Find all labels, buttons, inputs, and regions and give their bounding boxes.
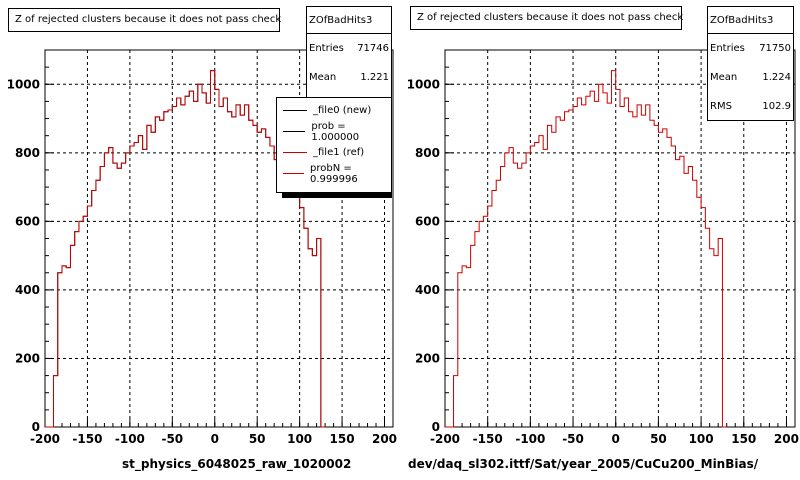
stats-entries-value: 71746 [357, 43, 389, 54]
legend-entry: _file0 (new) [277, 100, 391, 121]
stats-entries-row: Entries 71746 [307, 34, 391, 63]
y-tick-label: 600 [15, 214, 40, 228]
histogram-panel: -200 -150 -100 -50 0 50 100 150 200 0 200 400 600 800… [7, 49, 397, 446]
y-tick-label: 1000 [7, 77, 40, 91]
histogram-title-right: Z of rejected clusters because it does n… [410, 6, 683, 30]
x-tick-label: -150 [473, 432, 503, 446]
stats-rms-value: 102.9 [762, 101, 791, 112]
y-tick-label: 200 [415, 351, 440, 365]
legend-label: probN = 0.999996 [309, 162, 358, 185]
y-tick-label: 0 [432, 420, 440, 434]
stats-mean-label: Mean [309, 72, 337, 83]
x-axis-title-right: dev/daq_sl302.ittf/Sat/year_2005/CuCu200… [408, 457, 759, 471]
y-tick-label: 1000 [407, 77, 440, 91]
x-tick-label: 0 [612, 432, 620, 446]
stats-mean-value: 1.224 [762, 72, 791, 83]
x-axis-title-left: st_physics_6048025_raw_1020002 [122, 457, 352, 471]
stats-entries-value: 71750 [759, 43, 791, 54]
x-tick-label: -200 [30, 432, 60, 446]
legend-entry: _file1 (ref) [277, 142, 391, 163]
stats-box-left: ZOfBadHits3 Entries 71746 Mean 1.221 [306, 6, 392, 99]
x-tick-label: 100 [287, 432, 312, 446]
x-tick-label: 200 [372, 432, 397, 446]
legend-label: _file0 (new) [313, 105, 372, 116]
stats-mean-label: Mean [710, 72, 738, 83]
stats-entries-row: Entries 71750 [708, 34, 793, 63]
stats-entries-label: Entries [309, 43, 344, 54]
x-tick-label: 100 [689, 432, 714, 446]
stats-entries-label: Entries [710, 43, 745, 54]
legend-box: _file0 (new) prob = 1.000000 _file1 (ref… [276, 97, 392, 193]
y-tick-label: 400 [15, 283, 40, 297]
stats-name: ZOfBadHits3 [708, 7, 793, 34]
legend-line-red [283, 173, 304, 174]
stats-rms-label: RMS [710, 101, 732, 112]
y-tick-label: 400 [415, 283, 440, 297]
histogram-series-line [445, 70, 727, 428]
stats-mean-value: 1.221 [360, 72, 389, 83]
legend-entry: prob = 1.000000 [277, 120, 391, 143]
x-tick-label: 50 [249, 432, 266, 446]
y-tick-label: 200 [15, 351, 40, 365]
legend-line-black [283, 131, 306, 132]
stats-name: ZOfBadHits3 [307, 7, 391, 34]
x-tick-label: 50 [650, 432, 667, 446]
x-tick-label: -150 [72, 432, 102, 446]
legend-entry: probN = 0.999996 [277, 162, 391, 185]
stats-mean-row: Mean 1.224 [708, 63, 793, 92]
legend-label: _file1 (ref) [313, 147, 365, 158]
x-tick-label: 150 [330, 432, 355, 446]
y-tick-label: 600 [415, 214, 440, 228]
histogram-title-left: Z of rejected clusters because it does n… [8, 8, 281, 32]
legend-label: prob = 1.000000 [311, 120, 360, 143]
stats-rms-row: RMS 102.9 [708, 92, 793, 121]
x-tick-label: -50 [161, 432, 183, 446]
x-tick-label: -100 [515, 432, 545, 446]
legend-line-black [283, 110, 307, 111]
stats-mean-row: Mean 1.221 [307, 63, 391, 92]
x-tick-label: -50 [562, 432, 584, 446]
x-tick-label: 150 [731, 432, 756, 446]
stats-box-right: ZOfBadHits3 Entries 71750 Mean 1.224 RMS… [707, 6, 794, 121]
x-tick-label: 200 [774, 432, 799, 446]
y-tick-label: 800 [15, 146, 40, 160]
y-tick-label: 0 [32, 420, 40, 434]
legend-line-red [283, 152, 307, 153]
x-tick-label: -200 [430, 432, 460, 446]
x-tick-label: -100 [115, 432, 145, 446]
y-tick-label: 800 [415, 146, 440, 160]
x-tick-label: 0 [211, 432, 219, 446]
